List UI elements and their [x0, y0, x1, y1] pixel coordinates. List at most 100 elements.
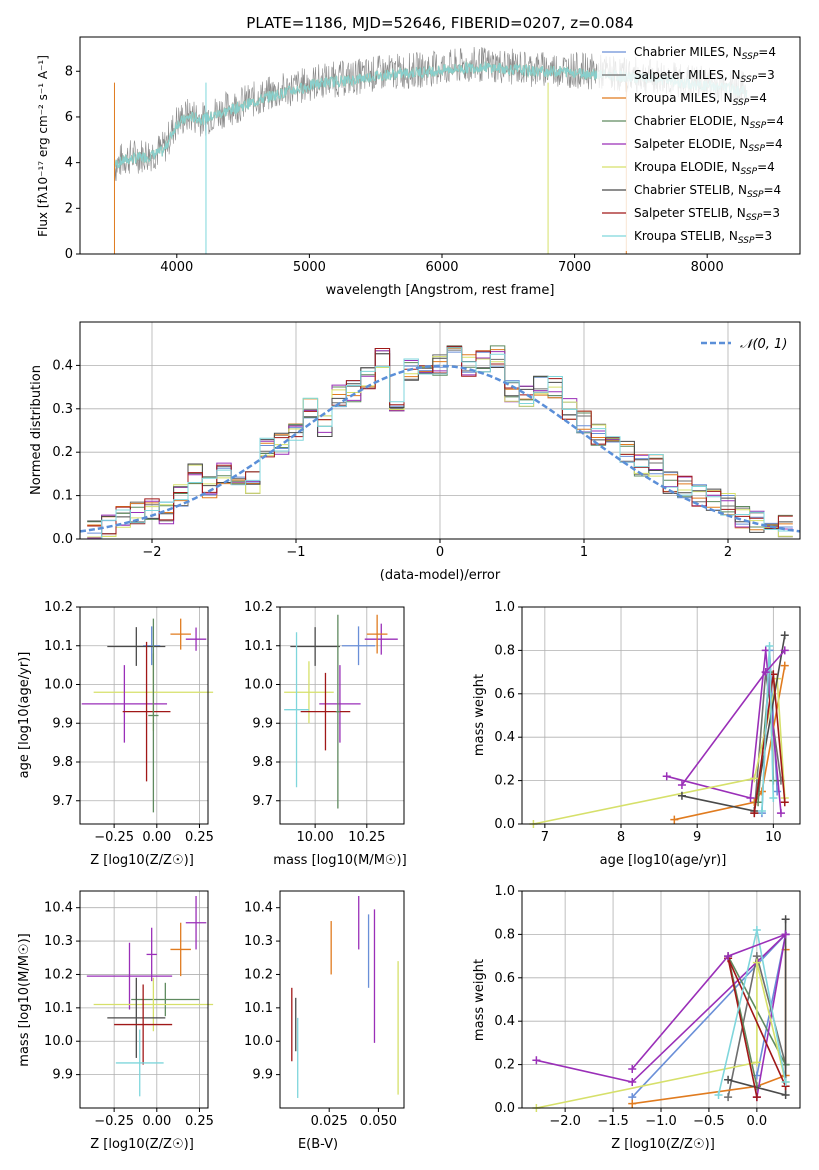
sfh-age-marker — [773, 787, 782, 796]
p5-ytick-label: 0.2 — [494, 774, 515, 789]
sfh-age-marker — [670, 815, 679, 824]
sfh-Z-marker — [752, 1058, 761, 1067]
p5-frame — [521, 606, 801, 825]
sfh-Z-marker — [781, 930, 790, 939]
sfh-age-marker — [757, 806, 766, 815]
residuals-plot-area — [79, 345, 801, 540]
p5-ytick-label: 0.6 — [494, 687, 515, 702]
p7-ytick-label: 9.9 — [252, 1068, 273, 1083]
p6-xtick-label: 0.25 — [185, 1114, 214, 1129]
residuals-histogram-8 — [87, 347, 793, 540]
age-vs-Z-panel: −0.25 0.00 0.25 9.7 9.8 9.9 10.0 10.1 10.2 — [44, 600, 214, 845]
p3-ytick-label: 10.1 — [44, 639, 73, 654]
residuals-histogram-6 — [87, 345, 793, 533]
sfh-age-marker — [780, 646, 789, 655]
p6-ytick-label: 10.2 — [44, 967, 73, 982]
p6-ytick-label: 9.9 — [52, 1068, 73, 1083]
sfh-Z-marker — [628, 1064, 637, 1073]
sfh-Z-marker — [724, 952, 733, 961]
spectrum-xtick-label: 7000 — [558, 260, 591, 275]
sfh-Z-marker — [752, 926, 761, 935]
p5-xtick-label: 8 — [617, 830, 625, 845]
sfh-age-marker — [662, 772, 671, 781]
sfh-Z-marker — [781, 1077, 790, 1086]
p7-plot-area — [291, 896, 399, 1098]
p7-ytick-label: 10.1 — [244, 1001, 273, 1016]
p6-xtick-label: −0.25 — [94, 1114, 134, 1129]
p7-ytick-label: 10.2 — [244, 967, 273, 982]
p3-frame — [79, 606, 209, 825]
p5-xtick-label: 9 — [693, 830, 701, 845]
weight-vs-age-panel: 7 8 9 10 0.0 0.2 0.4 0.6 0.8 1.0 — [494, 600, 801, 845]
sfh-age-marker — [761, 668, 770, 677]
p8-plot-area — [532, 915, 790, 1112]
p6-plot-area — [86, 896, 214, 1097]
mass-vs-Z-panel: −0.25 0.00 0.25 9.9 10.0 10.1 10.2 10.3 10.4 — [44, 890, 214, 1129]
residuals-ytick-label: 0.3 — [52, 402, 73, 417]
sfh-age-marker — [761, 646, 770, 655]
residuals-histogram-3 — [87, 345, 793, 537]
weight-vs-Z-xlabel: Z [log10(Z/Z☉)] — [611, 1137, 715, 1152]
p8-xtick-label: −1.5 — [597, 1114, 629, 1129]
p3-ytick-label: 9.8 — [52, 755, 73, 770]
residuals-xtick-label: 2 — [724, 545, 732, 560]
legend-label-7: Salpeter STELIB, NSSP=3 — [634, 206, 780, 223]
legend-label-6: Chabrier STELIB, NSSP=4 — [634, 183, 781, 200]
sfh-age-marker — [677, 780, 686, 789]
p4-ytick-label: 9.7 — [252, 794, 273, 809]
p4-ytick-label: 10.2 — [244, 600, 273, 615]
weight-vs-age-ylabel: mass weight — [472, 674, 487, 756]
p4-xtick-label: 10.00 — [297, 830, 334, 845]
p3-xtick-label: 0.00 — [142, 830, 171, 845]
p3-ytick-label: 10.2 — [44, 600, 73, 615]
residuals-xtick-label: −2 — [142, 545, 161, 560]
sfh-Z-marker — [714, 1090, 723, 1099]
sfh-Z-line-5 — [536, 962, 787, 1109]
mass-vs-Z-ylabel: mass [log10(M/M☉)] — [17, 933, 32, 1066]
p8-ytick-label: 0.0 — [494, 1101, 515, 1116]
sfh-age-marker — [746, 793, 755, 802]
p6-frame — [79, 890, 209, 1109]
p3-xtick-label: 0.25 — [185, 830, 214, 845]
sfh-age-marker — [780, 798, 789, 807]
residuals-xtick-label: 0 — [436, 545, 444, 560]
p8-ytick-label: 1.0 — [494, 884, 515, 899]
residuals-xtick-label: 1 — [580, 545, 588, 560]
legend-label-4: Salpeter ELODIE, NSSP=4 — [634, 137, 783, 154]
spectrum-ytick-label: 6 — [65, 110, 73, 125]
spectrum-ytick-label: 2 — [65, 201, 73, 216]
p8-ytick-label: 0.6 — [494, 971, 515, 986]
legend-label-0: Chabrier MILES, NSSP=4 — [634, 45, 776, 62]
p6-ytick-label: 10.3 — [44, 934, 73, 949]
p4-xtick-label: 10.25 — [348, 830, 385, 845]
p3-ytick-label: 10.0 — [44, 678, 73, 693]
legend-label-5: Kroupa ELODIE, NSSP=4 — [634, 160, 775, 177]
figure-title: PLATE=1186, MJD=52646, FIBERID=0207, z=0… — [246, 14, 633, 32]
age-vs-mass-panel: 10.00 10.25 9.7 9.8 9.9 10.0 10.1 10.2 — [244, 600, 405, 845]
sfh-age-line-5 — [533, 678, 786, 825]
p6-ytick-label: 10.0 — [44, 1034, 73, 1049]
p8-xtick-label: −2.0 — [549, 1114, 581, 1129]
p7-frame — [279, 890, 405, 1109]
p8-ytick-label: 0.8 — [494, 927, 515, 942]
spectrum-frame — [79, 36, 801, 255]
p6-ytick-label: 10.1 — [44, 1001, 73, 1016]
p4-plot-area — [284, 614, 398, 809]
residuals-ytick-label: 0.2 — [52, 445, 73, 460]
mass-vs-Z-xlabel: Z [log10(Z/Z☉)] — [90, 1137, 194, 1152]
residuals-panel: −2 −1 0 1 2 0.0 0.1 0.2 0.3 0.4 (data-model)/erro… — [29, 321, 801, 583]
p5-xtick-label: 7 — [541, 830, 549, 845]
sfh-Z-marker — [752, 958, 761, 967]
legend-label-1: Salpeter MILES, NSSP=3 — [634, 68, 775, 85]
residuals-xlabel: (data-model)/error — [380, 568, 501, 583]
sfh-Z-marker — [781, 915, 790, 924]
legend-label-3: Chabrier ELODIE, NSSP=4 — [634, 114, 784, 131]
sfh-Z-marker — [628, 1099, 637, 1108]
spectrum-panel: 4000 5000 6000 7000 8000 0 2 4 6 8 wavelength [An… — [36, 36, 801, 298]
sfh-Z-marker — [752, 1093, 761, 1102]
sfh-age-marker — [750, 809, 759, 818]
sfh-Z-marker — [724, 1093, 733, 1102]
sfh-age-marker — [769, 793, 778, 802]
residuals-gaussian-curve — [79, 364, 801, 533]
